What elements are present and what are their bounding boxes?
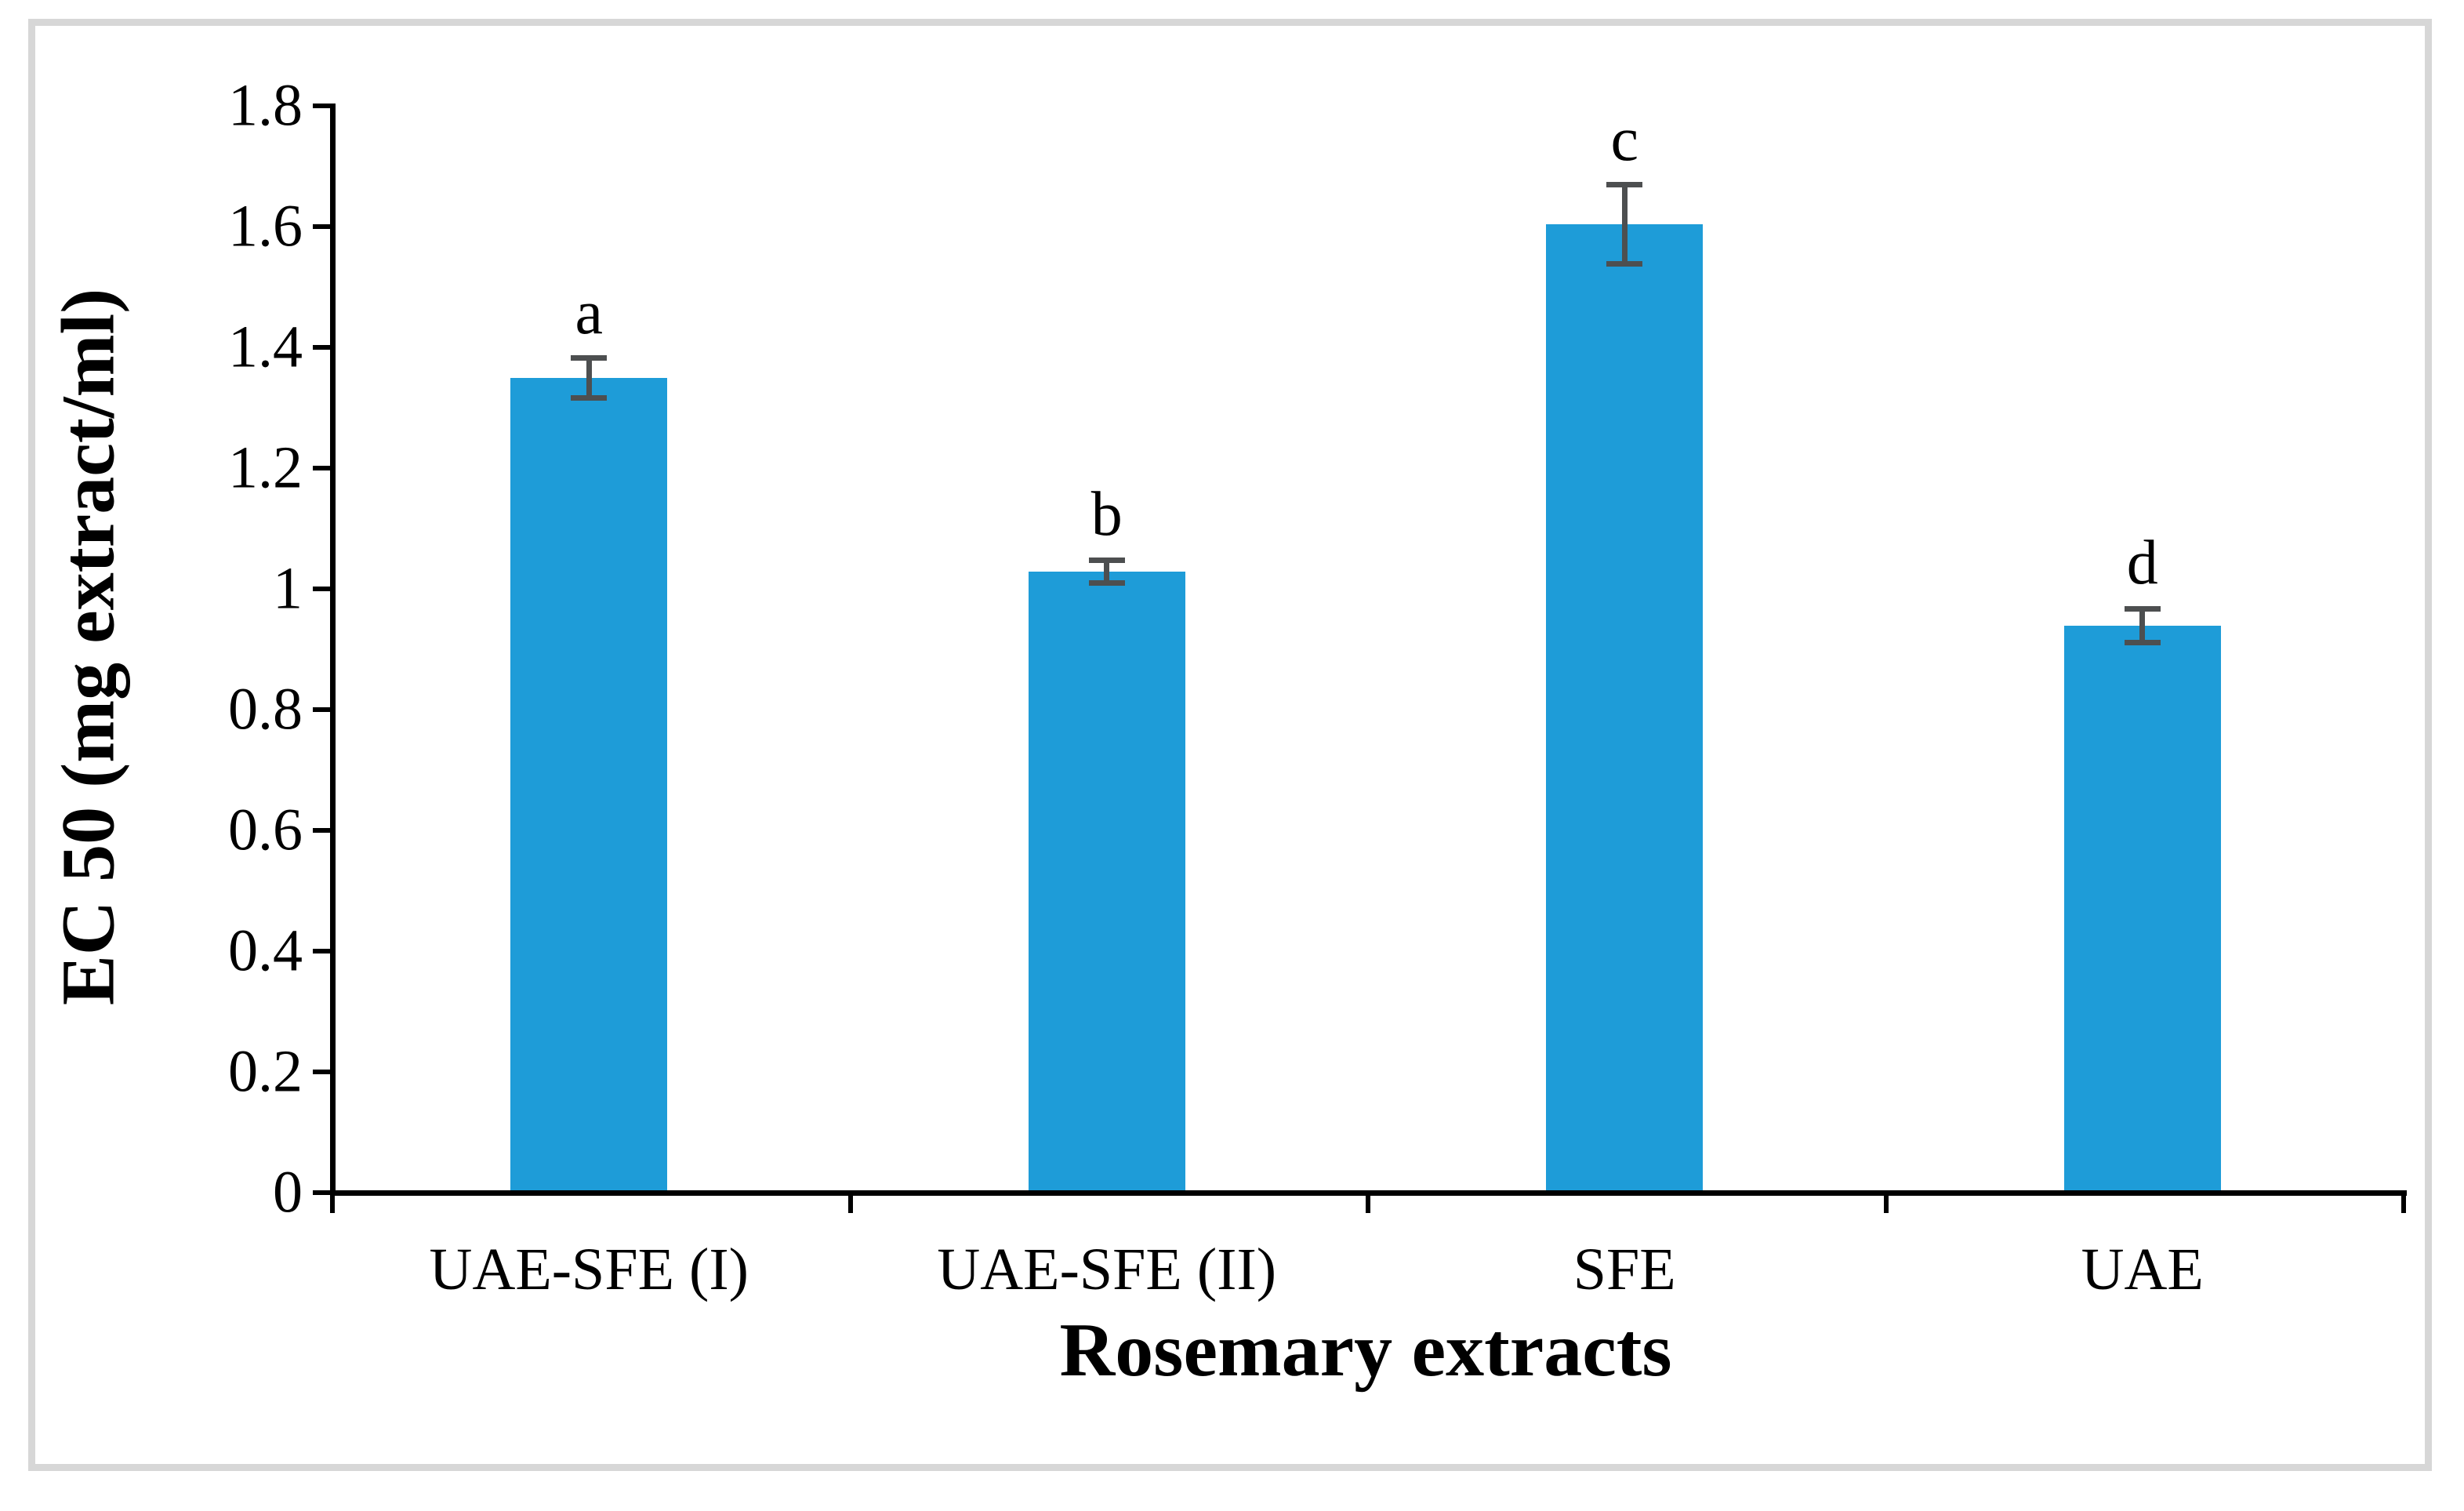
y-tick: [313, 1070, 330, 1074]
y-tick-label: 1.6: [228, 193, 303, 260]
y-tick: [313, 1190, 330, 1195]
error-bar-sfe: [1621, 184, 1628, 264]
error-bar-cap-bottom: [1606, 260, 1643, 267]
significance-letter-a: a: [575, 278, 604, 347]
x-tick: [2401, 1196, 2406, 1213]
error-bar-cap-bottom: [2124, 640, 2161, 646]
error-bar-cap-top: [2124, 605, 2161, 612]
error-bar-cap-top: [1088, 557, 1125, 563]
category-label-uae-sfe-i: UAE-SFE (I): [429, 1237, 749, 1302]
y-tick-label: 0: [273, 1159, 303, 1226]
error-bar-uae-sfe-i: [586, 358, 592, 398]
y-tick-label: 0.8: [228, 676, 303, 743]
y-tick-label: 1.4: [228, 314, 303, 380]
significance-letter-b: b: [1090, 480, 1123, 550]
error-bar-cap-bottom: [1088, 579, 1125, 586]
y-tick: [313, 104, 330, 108]
y-tick: [313, 828, 330, 833]
y-axis-line: [330, 104, 336, 1196]
y-tick-label: 1.2: [228, 434, 303, 501]
x-tick: [330, 1196, 335, 1213]
significance-letter-d: d: [2126, 528, 2158, 598]
category-label-uae: UAE: [2081, 1237, 2204, 1302]
category-label-uae-sfe-ii: UAE-SFE (II): [937, 1237, 1277, 1302]
error-bar-uae-sfe-ii: [1104, 560, 1110, 583]
y-axis-title: EC 50 (mg extract/ml): [45, 288, 130, 1006]
y-tick: [313, 345, 330, 350]
y-tick: [313, 587, 330, 591]
y-tick: [313, 224, 330, 229]
x-axis-line: [330, 1190, 2407, 1196]
x-tick: [1366, 1196, 1370, 1213]
y-tick-label: 0.6: [228, 797, 303, 863]
y-tick: [313, 707, 330, 712]
bar-sfe: [1546, 224, 1704, 1190]
x-tick: [847, 1196, 853, 1213]
y-tick-label: 1: [273, 555, 303, 622]
error-bar-cap-top: [571, 355, 608, 361]
error-bar-uae: [2139, 608, 2146, 643]
y-tick: [313, 949, 330, 953]
error-bar-cap-top: [1606, 182, 1643, 188]
x-axis-title: Rosemary extracts: [1059, 1308, 1672, 1393]
bar-uae-sfe-i: [510, 378, 668, 1190]
figure-border: [28, 19, 2432, 1471]
x-tick: [1883, 1196, 1889, 1213]
category-label-sfe: SFE: [1573, 1237, 1676, 1302]
y-tick: [313, 466, 330, 470]
significance-letter-c: c: [1610, 104, 1639, 174]
y-tick-label: 1.8: [228, 72, 303, 139]
bar-uae-sfe-ii: [1028, 571, 1185, 1190]
y-tick-label: 0.2: [228, 1038, 303, 1105]
error-bar-cap-bottom: [571, 395, 608, 401]
bar-uae: [2063, 626, 2221, 1190]
y-tick-label: 0.4: [228, 917, 303, 984]
